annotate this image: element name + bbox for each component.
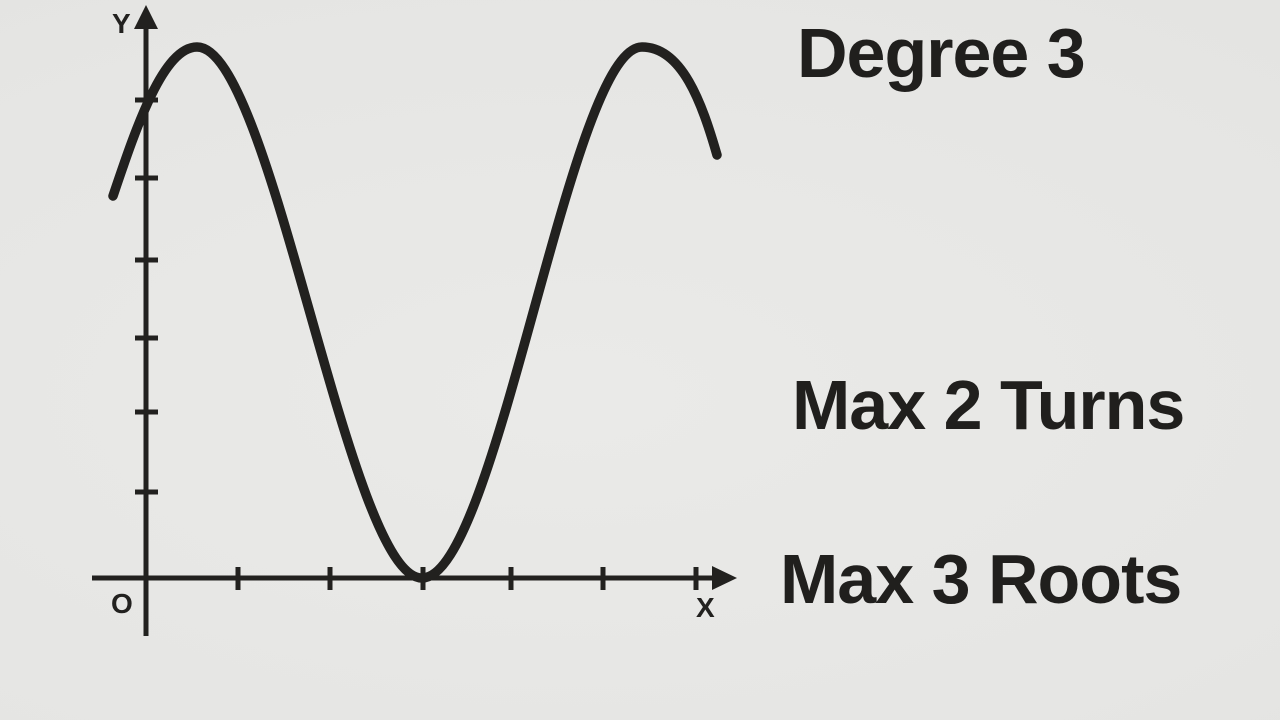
annotation-max-roots: Max 3 Roots (780, 540, 1182, 618)
x-axis-ticks (235, 567, 699, 590)
polynomial-curve (108, 42, 722, 583)
y-axis-arrowhead-icon (134, 5, 158, 29)
annotation-degree: Degree 3 (797, 14, 1086, 92)
x-axis-arrowhead-icon (712, 566, 737, 590)
x-axis-label: X (696, 592, 715, 623)
origin-label: O (111, 588, 133, 619)
y-axis-label: Y (112, 8, 131, 39)
annotation-max-turns: Max 2 Turns (792, 366, 1185, 444)
polynomial-graph: Y X O (92, 5, 737, 636)
